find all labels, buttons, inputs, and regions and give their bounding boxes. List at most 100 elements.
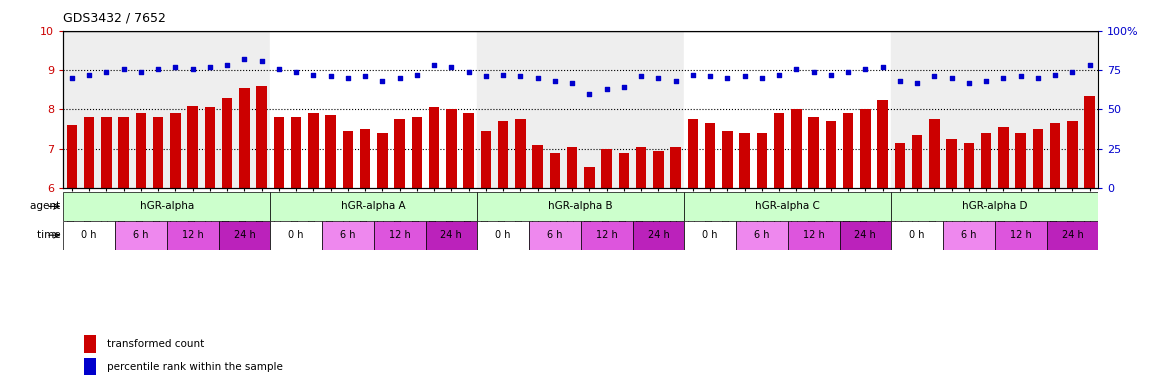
Point xyxy=(1029,75,1048,81)
Point xyxy=(787,65,805,71)
Bar xyxy=(619,153,629,188)
Point xyxy=(62,75,81,81)
Bar xyxy=(67,125,77,188)
Bar xyxy=(998,127,1009,188)
Text: 12 h: 12 h xyxy=(182,230,204,240)
Point xyxy=(805,69,823,75)
Bar xyxy=(63,221,115,250)
Point xyxy=(994,75,1013,81)
Bar xyxy=(153,118,163,188)
Bar xyxy=(167,221,218,250)
Point xyxy=(840,69,858,75)
Point xyxy=(304,72,322,78)
Point xyxy=(1012,73,1030,79)
Point xyxy=(959,79,977,86)
Point xyxy=(770,72,789,78)
Point xyxy=(460,69,478,75)
Bar xyxy=(1084,96,1095,188)
Point xyxy=(166,64,184,70)
Point xyxy=(356,73,375,79)
Bar xyxy=(584,167,595,188)
Bar xyxy=(377,133,388,188)
Bar xyxy=(115,221,167,250)
Text: 24 h: 24 h xyxy=(233,230,255,240)
Point xyxy=(752,75,770,81)
Point xyxy=(736,73,754,79)
Point xyxy=(150,65,168,71)
Bar xyxy=(118,118,129,188)
Text: 6 h: 6 h xyxy=(961,230,976,240)
Bar xyxy=(788,221,840,250)
Bar xyxy=(722,131,733,188)
Bar xyxy=(136,113,146,188)
Bar xyxy=(736,221,788,250)
Point xyxy=(81,72,98,78)
Point xyxy=(718,75,737,81)
Bar xyxy=(705,123,715,188)
Point xyxy=(511,73,529,79)
Bar xyxy=(84,118,94,188)
Text: 12 h: 12 h xyxy=(596,230,618,240)
Bar xyxy=(877,99,888,188)
Point xyxy=(426,62,444,68)
Text: 6 h: 6 h xyxy=(754,230,769,240)
Text: transformed count: transformed count xyxy=(107,339,204,349)
Text: 0 h: 0 h xyxy=(289,230,304,240)
Point xyxy=(649,75,667,81)
Point xyxy=(581,91,599,97)
Text: hGR-alpha D: hGR-alpha D xyxy=(963,201,1027,212)
Bar xyxy=(757,133,767,188)
Text: 0 h: 0 h xyxy=(910,230,925,240)
Point xyxy=(200,64,218,70)
Text: 24 h: 24 h xyxy=(440,230,462,240)
Bar xyxy=(684,192,891,221)
Bar xyxy=(529,221,581,250)
Point xyxy=(702,73,720,79)
Bar xyxy=(912,135,922,188)
Bar xyxy=(684,31,891,188)
Bar xyxy=(84,358,97,375)
Point xyxy=(564,79,581,86)
Bar xyxy=(429,108,439,188)
Bar xyxy=(891,192,1098,221)
Point xyxy=(97,69,115,75)
Point xyxy=(253,58,271,64)
Bar xyxy=(688,119,698,188)
Point xyxy=(322,73,340,79)
Bar xyxy=(601,149,612,188)
Bar xyxy=(946,139,957,188)
Point xyxy=(1063,69,1081,75)
Point xyxy=(598,86,616,92)
Text: 6 h: 6 h xyxy=(340,230,355,240)
Point xyxy=(442,64,460,70)
Bar xyxy=(636,147,646,188)
Point xyxy=(546,78,565,84)
Text: 24 h: 24 h xyxy=(1061,230,1083,240)
Point xyxy=(908,79,927,86)
Bar xyxy=(826,121,836,188)
Point xyxy=(131,69,150,75)
Text: hGR-alpha A: hGR-alpha A xyxy=(342,201,406,212)
Text: 24 h: 24 h xyxy=(854,230,876,240)
Point xyxy=(667,78,685,84)
Point xyxy=(184,65,202,71)
Bar xyxy=(895,143,905,188)
Bar xyxy=(256,86,267,188)
Bar xyxy=(843,113,853,188)
Bar xyxy=(808,118,819,188)
Point xyxy=(407,72,426,78)
Bar xyxy=(1067,121,1078,188)
Bar xyxy=(632,221,684,250)
Bar xyxy=(981,133,991,188)
Point xyxy=(529,75,547,81)
Bar xyxy=(791,109,802,188)
Bar xyxy=(426,221,477,250)
Text: hGR-alpha B: hGR-alpha B xyxy=(549,201,613,212)
Bar xyxy=(550,153,560,188)
Point xyxy=(494,72,513,78)
Bar xyxy=(322,221,374,250)
Bar xyxy=(239,88,250,188)
Bar xyxy=(964,143,974,188)
Bar xyxy=(325,115,336,188)
Text: hGR-alpha C: hGR-alpha C xyxy=(756,201,820,212)
